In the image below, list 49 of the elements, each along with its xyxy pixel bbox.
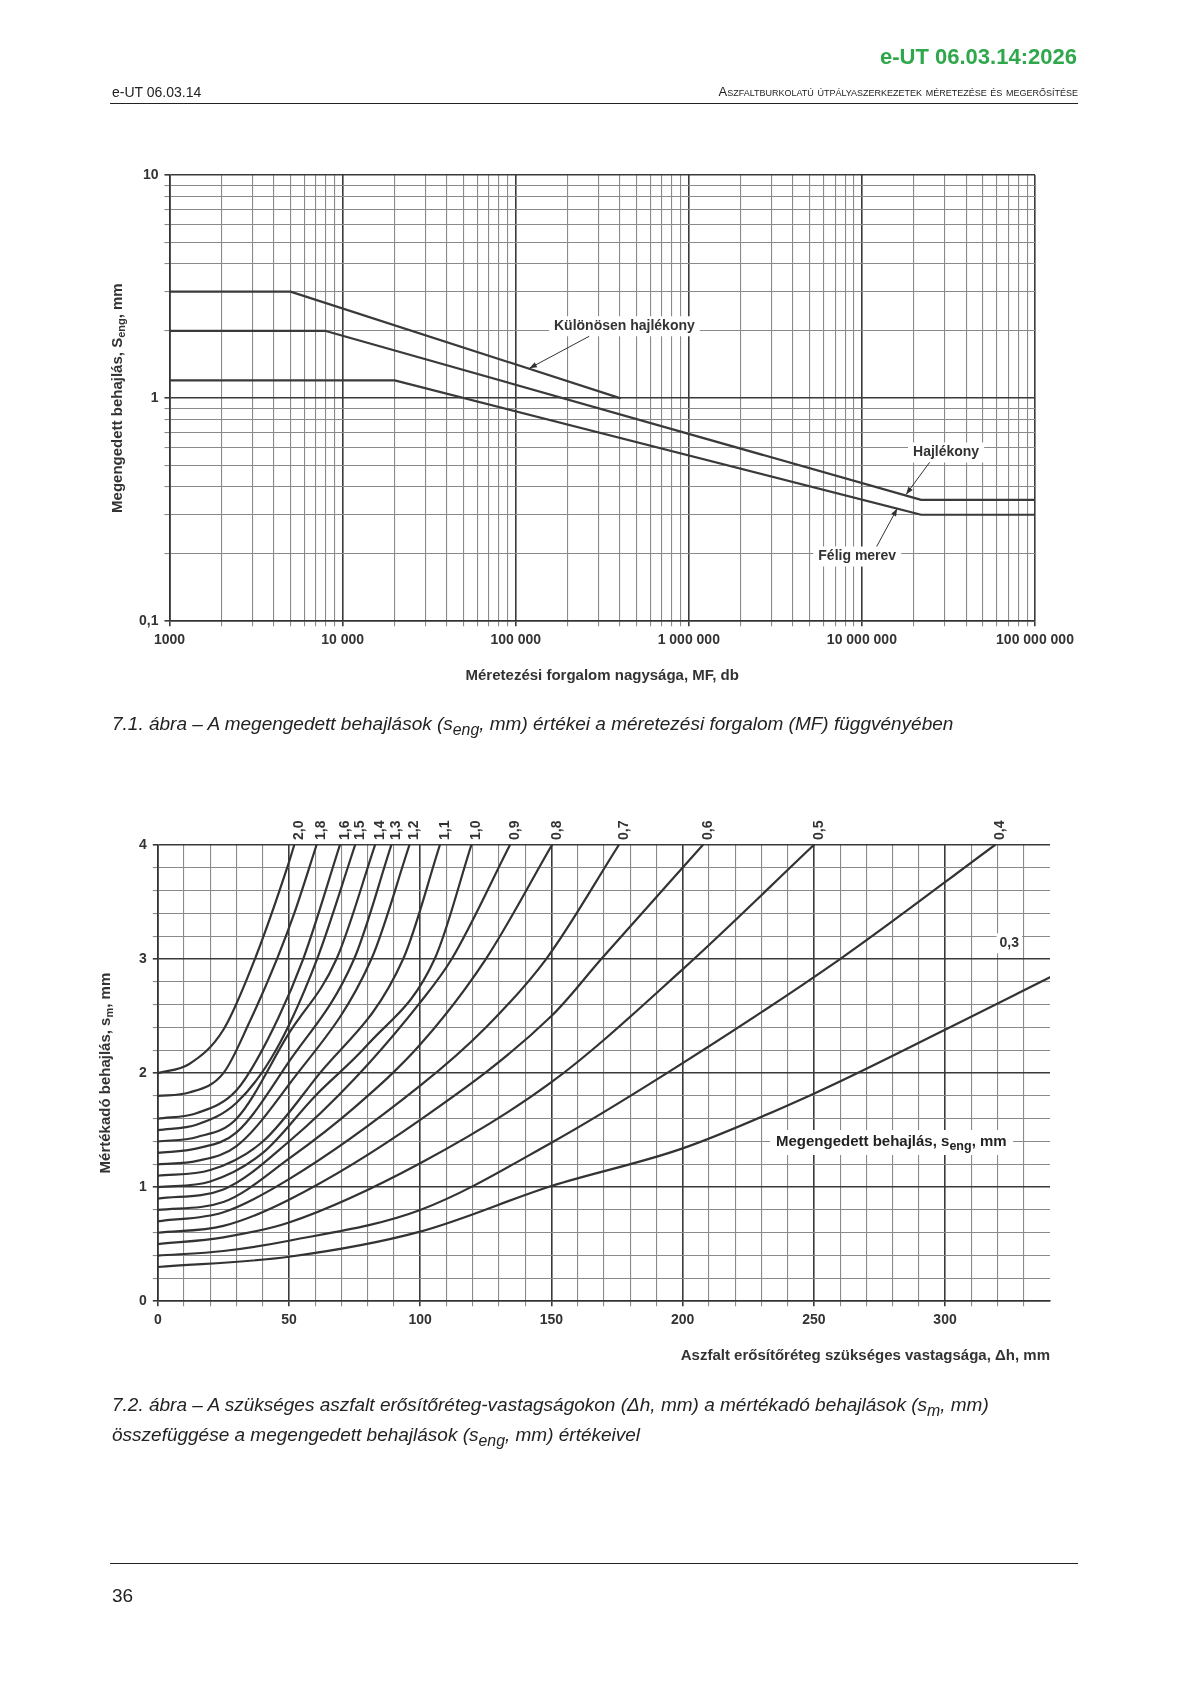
text: 7.1. ábra – A megengedett behajlások (s$_{eng}$, mm) értékei a méretezési forgalom (MF) függvényében	[112, 712, 955, 740]
text: 0,4	[990, 820, 1007, 840]
chart-title: 7.2. ábra – A szükséges aszfalt erősítőréteg-vastagságokon (Δh, mm) a mértékadó behajlások (s$_{m}$, mm) összefüggése a megengedett behajlások (s$_{eng}$, mm) értékeivel	[112, 1394, 989, 1449]
x-tick-label: 50	[281, 1311, 297, 1328]
annotation: Hajlékony	[913, 443, 980, 460]
x-tick-label: 300	[933, 1311, 957, 1328]
text: 1,1	[435, 820, 452, 840]
text: 0,5	[809, 820, 826, 840]
y-tick-label: 1	[150, 388, 159, 405]
y-axis-title: Megengedett behajlás, Seng, mm	[107, 283, 127, 513]
text: 1,0	[467, 820, 484, 840]
text: 1,2	[405, 820, 422, 840]
text: 0,7	[614, 820, 631, 840]
text: 1,4	[370, 820, 387, 840]
y-tick-label: 1	[138, 1178, 147, 1195]
text: 0,9	[505, 820, 522, 840]
text: 2,0	[290, 820, 307, 840]
x-tick-label: 100 000 000	[996, 631, 1075, 648]
x-tick-label: 100 000	[490, 631, 542, 648]
text: e-UT 06.03.14:2026	[880, 44, 1077, 70]
annotation: Megengedett behajlás, s$_{eng}$, mm	[770, 1130, 1013, 1155]
x-tick-label: 1000	[153, 631, 186, 648]
x-tick-label: 250	[802, 1311, 826, 1328]
y-tick-label: 0,1	[138, 612, 159, 629]
text: 36	[112, 1585, 134, 1607]
text: 0,8	[547, 820, 564, 840]
x-tick-label: 1 000 000	[657, 631, 721, 648]
text: 1,8	[312, 820, 329, 840]
x-tick-label: 200	[670, 1311, 695, 1328]
text: 1,3	[387, 820, 404, 840]
text: Aszfaltburkolatú útpályaszerkezetek méretezése és megerősítése	[718, 84, 1078, 99]
y-tick-label: 10	[142, 165, 159, 182]
y-tick-label: 3	[138, 949, 147, 966]
text: e-UT 06.03.14	[112, 84, 202, 100]
x-tick-label: 10 000 000	[826, 631, 898, 648]
y-tick-label: 0	[138, 1292, 147, 1309]
annotation: Félig merev	[818, 547, 897, 564]
text: 1,6	[335, 820, 352, 840]
x-tick-label: 150	[539, 1311, 564, 1328]
x-axis-title: Méretezési forgalom nagysága, MF, db	[465, 666, 739, 684]
text: 0,3	[999, 934, 1020, 951]
y-tick-label: 4	[138, 835, 147, 852]
x-axis-title: Aszfalt erősítőréteg szükséges vastagsága, Δh, mm	[680, 1346, 1051, 1364]
annotation: Különösen hajlékony	[553, 317, 695, 334]
text: 0,6	[698, 820, 715, 840]
x-tick-label: 100	[408, 1311, 433, 1328]
y-axis-title: Mértékadó behajlás, sm, mm	[95, 972, 116, 1174]
x-tick-label: 10 000	[321, 631, 365, 648]
y-tick-label: 2	[138, 1063, 147, 1080]
